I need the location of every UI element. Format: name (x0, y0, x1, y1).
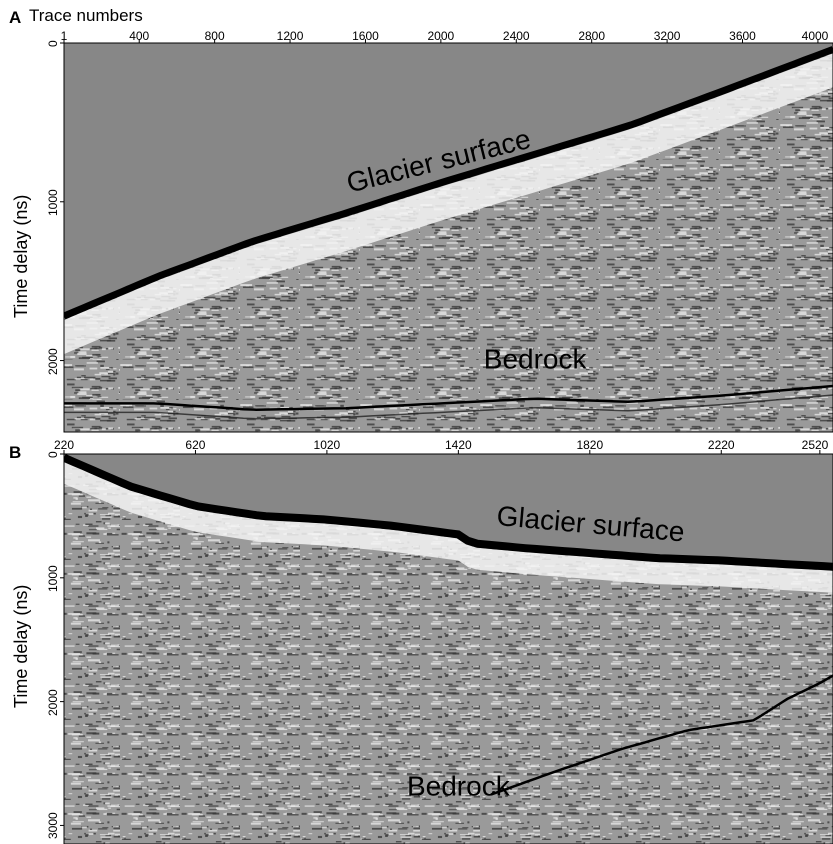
panel-a-image (64, 43, 833, 432)
x-tick-label: 4000 (801, 29, 829, 43)
panel-a-x-axis-title: Trace numbers (29, 6, 143, 25)
bedrock-multiple (64, 394, 833, 420)
x-tick-label: 1600 (352, 29, 379, 43)
glacier-surface-reflector (64, 454, 833, 571)
x-tick-label: 1 (60, 29, 68, 43)
firn-bright-zone (64, 53, 833, 355)
x-tick-label: 1820 (576, 438, 604, 452)
annotation-bedrock: Bedrock (407, 771, 511, 802)
panel-a-label: A (9, 8, 22, 27)
x-tick-label: 220 (53, 438, 75, 452)
x-tick-label: 2220 (707, 438, 735, 452)
panel-b-frame (63, 453, 833, 844)
bedrock-reflector (490, 674, 833, 796)
panel-a-frame (63, 42, 833, 433)
x-tick-label: 800 (204, 29, 225, 43)
firn-bright-zone (64, 461, 833, 593)
x-tick-label: 2800 (578, 29, 606, 43)
air-region (64, 454, 833, 567)
x-tick-label: 620 (185, 438, 206, 452)
bedrock-reflector (64, 384, 833, 411)
panel-b-image (64, 454, 833, 844)
glacier-surface-reflector (64, 46, 833, 320)
x-tick-label: 3200 (653, 29, 681, 43)
x-tick-label: 1020 (313, 438, 341, 452)
x-tick-label: 3600 (729, 29, 756, 43)
panel-b-label: B (9, 443, 22, 462)
x-tick-label: 1200 (276, 29, 304, 43)
x-tick-label: 2000 (427, 29, 455, 43)
x-tick-label: 1420 (444, 438, 472, 452)
x-tick-label: 2520 (801, 438, 829, 452)
x-tick-label: 400 (129, 29, 150, 43)
x-tick-label: 2400 (502, 29, 530, 43)
annotation-bedrock: Bedrock (484, 343, 588, 374)
